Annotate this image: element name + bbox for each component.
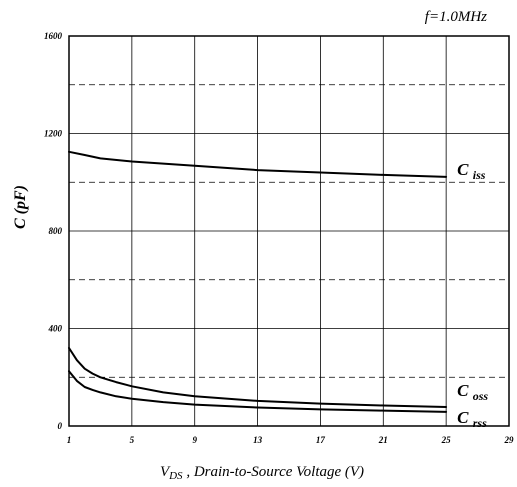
series-label-sub: iss	[473, 168, 486, 182]
x-tick-label: 1	[67, 435, 72, 445]
series-label-main: C	[457, 408, 473, 427]
y-tick-label: 1600	[44, 31, 63, 41]
curve-layer	[68, 150, 448, 413]
y-axis-label: C (pF)	[12, 185, 29, 229]
x-tick-label: 29	[504, 435, 515, 445]
x-axis-label-sub: DS	[168, 470, 183, 482]
x-axis-label: VDS , Drain-to-Source Voltage (V)	[160, 464, 364, 482]
series-line-iss	[68, 150, 448, 178]
x-tick-label: 25	[441, 435, 452, 445]
x-tick-label: 21	[378, 435, 388, 445]
grid-layer	[69, 36, 509, 426]
frequency-annotation: f=1.0MHz	[425, 9, 487, 25]
x-axis-label-rest: , Drain-to-Source Voltage (V)	[183, 464, 365, 480]
tick-layer: 1 5 9 13 17 21 25 29 0 400 800 1200 1600	[44, 31, 514, 445]
series-label-sub: rss	[473, 416, 487, 430]
series-label-main: C	[457, 160, 473, 179]
x-tick-label: 9	[192, 435, 197, 445]
y-tick-label: 1200	[44, 129, 63, 139]
series-label-iss: C iss	[457, 160, 486, 182]
series-line-rss	[68, 370, 448, 413]
y-tick-label: 0	[58, 421, 63, 431]
plot-frame	[68, 35, 510, 427]
x-tick-label: 17	[316, 435, 326, 445]
series-line-oss	[68, 347, 448, 408]
series-label-main: C	[457, 381, 473, 400]
y-tick-label: 800	[49, 226, 63, 236]
series-label-sub: oss	[473, 389, 489, 403]
x-tick-label: 13	[253, 435, 263, 445]
x-axis-label-main: V	[160, 464, 171, 480]
y-tick-label: 400	[48, 324, 63, 334]
x-tick-label: 5	[130, 435, 135, 445]
series-label-rss: C rss	[457, 408, 487, 430]
series-label-oss: C oss	[457, 381, 488, 403]
